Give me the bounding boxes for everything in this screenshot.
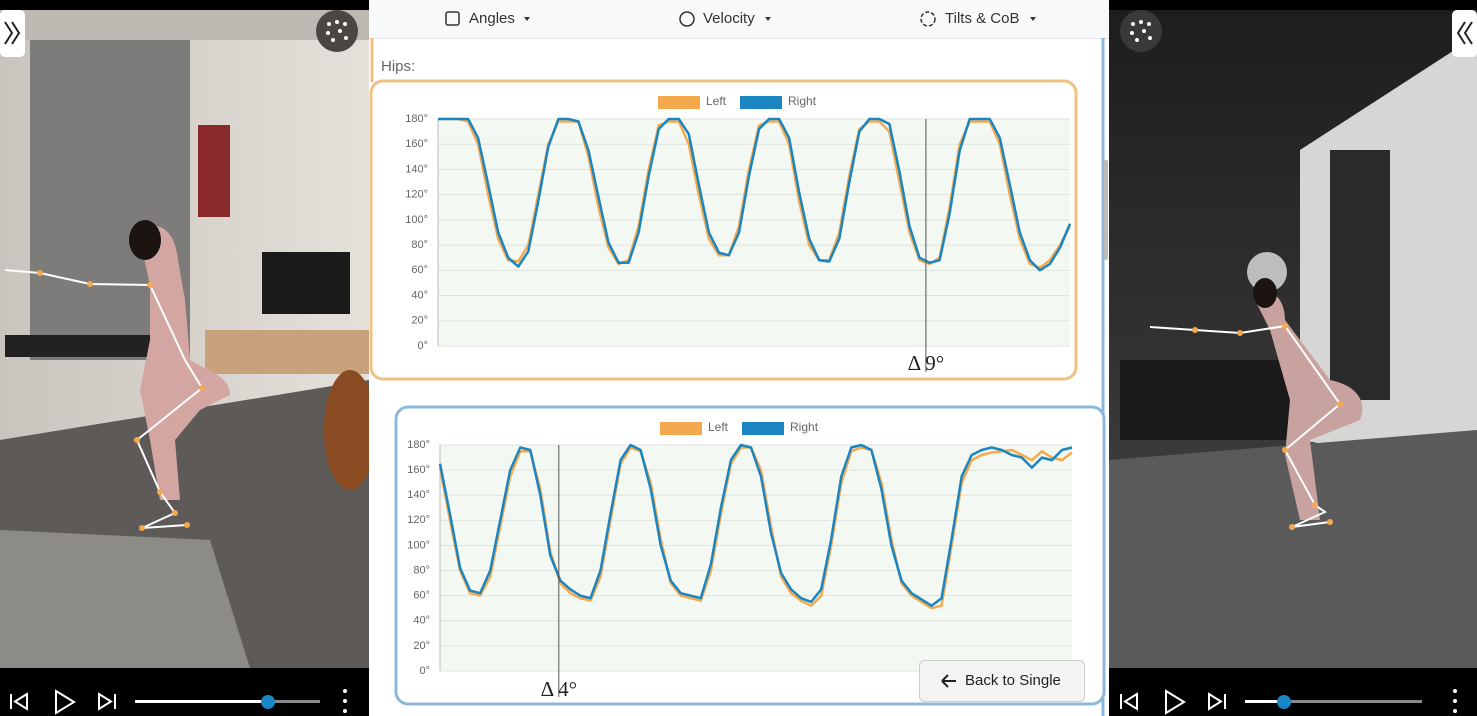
menu-button[interactable] <box>1453 689 1457 713</box>
back-button[interactable]: Back to Single <box>919 660 1085 702</box>
caret <box>524 17 530 21</box>
guitar <box>324 370 376 490</box>
nav-label: Tilts & CoB <box>945 10 1019 27</box>
section-label: Hips: <box>381 58 415 75</box>
piano <box>5 335 165 357</box>
y-tick-label: 80° <box>413 564 430 576</box>
play-button[interactable] <box>55 689 76 715</box>
scrollbar[interactable] <box>1104 160 1108 260</box>
legend-label: Right <box>790 420 819 434</box>
y-tick-label: 140° <box>405 163 428 175</box>
dumbbell-rack <box>1120 360 1300 440</box>
chevron-icon <box>4 21 21 45</box>
seek-progress <box>1245 700 1284 703</box>
series-line <box>438 117 1072 272</box>
angles-icon <box>445 11 460 26</box>
next-button[interactable] <box>1208 692 1226 711</box>
pose-icon <box>1130 20 1152 42</box>
nav-tilts[interactable]: Tilts & CoB <box>920 10 1036 27</box>
y-tick-label: 80° <box>411 239 428 251</box>
series-line <box>438 443 1073 607</box>
next-button[interactable] <box>98 692 116 711</box>
y-tick-label: 40° <box>411 289 428 301</box>
y-tick-label: 20° <box>411 315 428 327</box>
button-label: Back to Single <box>965 672 1061 689</box>
nav-label: Velocity <box>703 10 755 27</box>
play-button[interactable] <box>1165 689 1186 715</box>
y-tick-label: 60° <box>411 264 428 276</box>
y-tick-label: 140° <box>407 489 430 501</box>
caret <box>1030 17 1036 21</box>
menu-button[interactable] <box>343 689 347 713</box>
charts: 0° 20° 40° 60° 80° 100° 120° 140° 160° 180° Left Ri… <box>405 94 1073 701</box>
y-tick-label: 60° <box>413 590 430 602</box>
chevron-icon <box>1456 21 1473 45</box>
monitor <box>262 252 350 314</box>
y-tick-label: 180° <box>407 439 430 451</box>
legend-swatch <box>740 96 783 109</box>
button-bg <box>919 660 1085 702</box>
y-tick-label: 120° <box>407 514 430 526</box>
legend-swatch <box>742 422 785 435</box>
y-tick-label: 100° <box>405 214 428 226</box>
person <box>129 220 230 500</box>
seek-progress <box>135 700 268 703</box>
left-video[interactable] <box>0 0 376 716</box>
pose-joints <box>1192 323 1343 530</box>
nav-label: Angles <box>469 10 515 27</box>
prev-button[interactable] <box>10 692 28 711</box>
y-tick-label: 120° <box>405 189 428 201</box>
y-tick-label: 0° <box>417 340 428 352</box>
legend-label: Left <box>708 420 729 434</box>
pose-icon <box>326 20 348 42</box>
y-tick-label: 160° <box>405 138 428 150</box>
pose-toggle[interactable] <box>1120 10 1162 52</box>
person <box>1253 278 1363 520</box>
legend-swatch <box>660 422 702 435</box>
pose-skeleton <box>1149 324 1342 528</box>
gym-floor <box>1109 430 1477 668</box>
nav-bar <box>369 0 1109 38</box>
y-tick-label: 100° <box>407 539 430 551</box>
tilts-icon <box>920 11 936 27</box>
seek-knob[interactable] <box>261 695 275 709</box>
nav-angles[interactable]: Angles <box>445 10 530 27</box>
controls-bar <box>0 668 369 716</box>
delta-annotation: Δ 9° <box>908 351 945 375</box>
velocity-icon <box>679 11 695 27</box>
delta-annotation: Δ 4° <box>541 677 578 701</box>
y-tick-label: 0° <box>419 665 430 677</box>
right-video[interactable] <box>1109 0 1477 716</box>
legend-swatch <box>658 96 700 109</box>
legend-label: Right <box>788 94 817 108</box>
y-tick-label: 20° <box>413 640 430 652</box>
door <box>1330 150 1390 400</box>
y-tick-label: 160° <box>407 464 430 476</box>
legend-label: Left <box>706 94 727 108</box>
y-tick-label: 180° <box>405 113 428 125</box>
pose-toggle[interactable] <box>316 10 358 52</box>
poster <box>198 125 230 217</box>
caret <box>765 17 771 21</box>
desk <box>205 330 369 374</box>
nav-velocity[interactable]: Velocity <box>679 10 771 27</box>
seek-knob[interactable] <box>1277 695 1291 709</box>
pose-joints <box>37 270 205 531</box>
y-tick-label: 40° <box>413 615 430 627</box>
ceiling <box>0 10 369 40</box>
prev-button[interactable] <box>1120 692 1138 711</box>
bed <box>0 530 250 668</box>
controls-bar <box>1109 668 1477 716</box>
plot-bg <box>440 445 1072 671</box>
seek-track[interactable] <box>1245 700 1422 703</box>
arrow-icon <box>941 674 956 688</box>
